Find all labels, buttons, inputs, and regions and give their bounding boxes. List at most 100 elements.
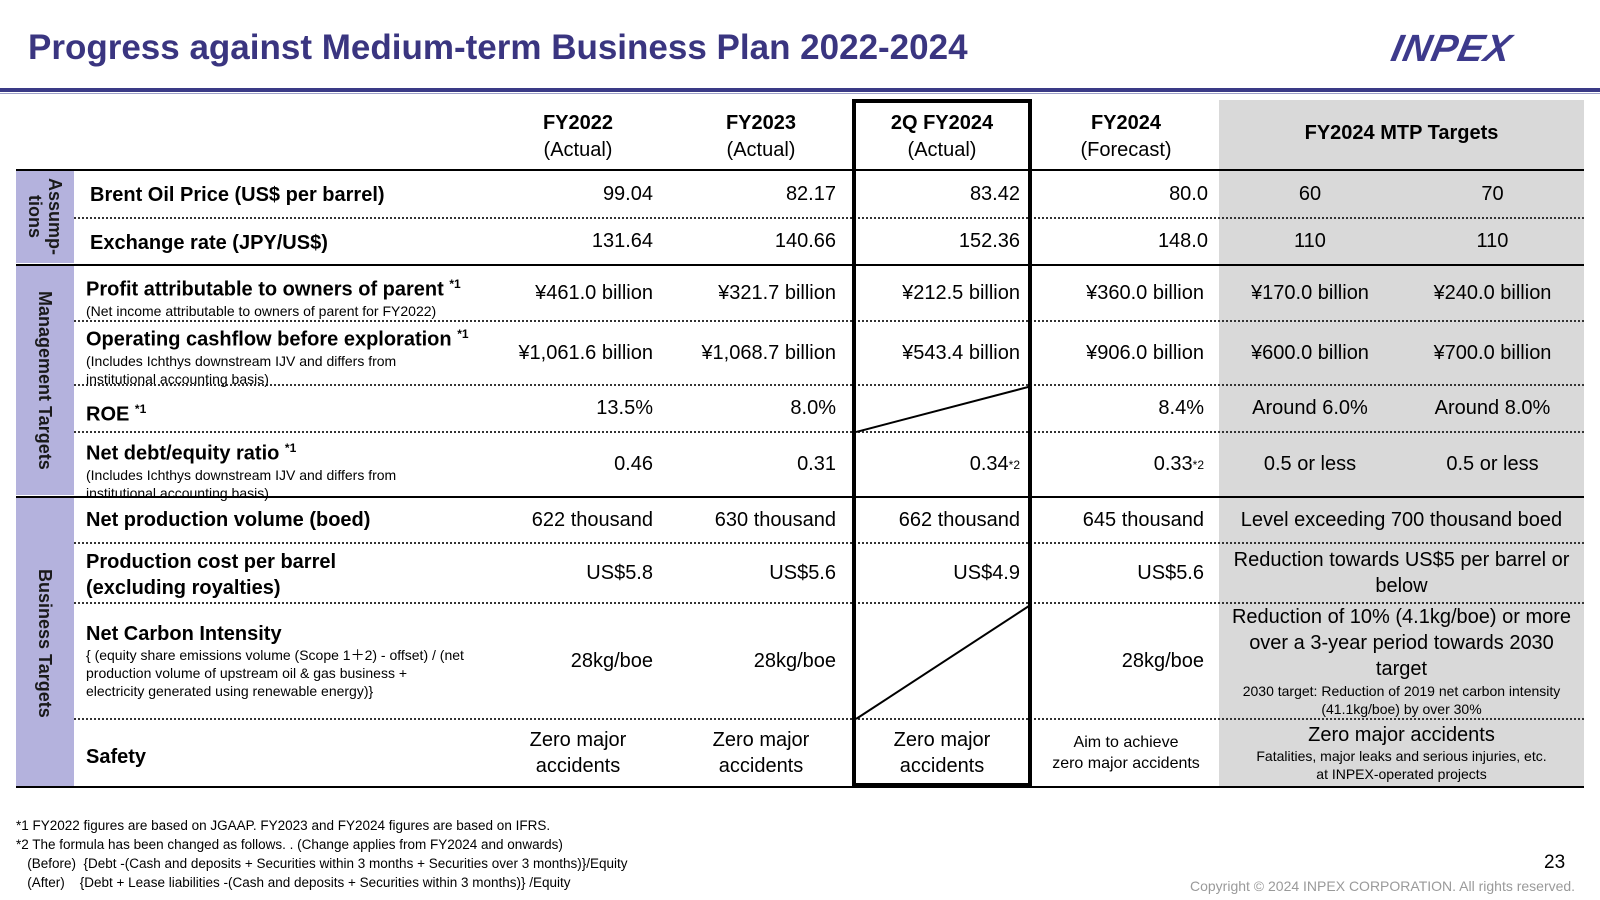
- current-period-highlight: [852, 99, 1032, 787]
- brent-fy2024: 80.0: [1169, 182, 1208, 205]
- production-fy2023: 630 thousand: [714, 508, 836, 531]
- group-management-targets: Management Targets: [16, 266, 74, 495]
- nde-target-1: 0.5 or less: [1263, 453, 1357, 475]
- ocf-target-1: ¥600.0 billion: [1251, 341, 1369, 364]
- ocf-fy2022: ¥1,061.6 billion: [518, 341, 653, 364]
- production-2q-fy2024: 662 thousand: [898, 508, 1020, 531]
- carbon-2q-not-applicable-slash: [856, 603, 1032, 720]
- rule-dotted: [74, 384, 1584, 386]
- ocf-2q-fy2024: ¥543.4 billion: [902, 341, 1020, 364]
- header-fy2022: FY2022 (Actual): [542, 112, 614, 161]
- rule-dotted: [74, 217, 1584, 219]
- targets-background: [1219, 100, 1584, 786]
- header-2q-fy2024: 2Q FY2024 (Actual): [890, 112, 994, 161]
- brent-fy2023: 82.17: [785, 182, 836, 205]
- group-assumptions-label: Assump- tions: [25, 178, 65, 256]
- roe-2q-not-applicable-slash: [856, 385, 1032, 433]
- carbon-target: Reduction of 10% (4.1kg/boe) or more ove…: [1231, 606, 1572, 717]
- profit-target-2: ¥240.0 billion: [1433, 281, 1552, 304]
- ocf-target-2: ¥700.0 billion: [1433, 341, 1552, 364]
- cost-fy2023: US$5.6: [769, 561, 836, 584]
- brent-target-2: 70: [1481, 182, 1504, 205]
- safety-target: Zero major accidents Fatalities, major l…: [1256, 724, 1547, 782]
- page-number: 23: [1544, 852, 1566, 873]
- fx-fy2022: 131.64: [591, 230, 653, 252]
- group-assumptions: Assump- tions: [16, 171, 74, 263]
- carbon-fy2023: 28kg/boe: [753, 649, 836, 672]
- roe-fy2024: 8.4%: [1158, 397, 1204, 419]
- cost-fy2022: US$5.8: [586, 561, 653, 584]
- fx-target-1: 110: [1294, 230, 1326, 252]
- profit-target-1: ¥170.0 billion: [1251, 281, 1369, 304]
- row-fx-label: Exchange rate (JPY/US$): [90, 232, 328, 254]
- rule-dotted: [74, 718, 1584, 720]
- production-fy2022: 622 thousand: [531, 508, 653, 531]
- footnote-before: (Before) {Debt -(Cash and deposits + Sec…: [16, 856, 628, 871]
- fx-fy2023: 140.66: [774, 230, 836, 252]
- safety-2q-fy2024: Zero major accidents: [893, 729, 991, 777]
- rule-dotted: [74, 320, 1584, 322]
- rule-dotted: [74, 431, 1584, 433]
- brent-target-1: 60: [1298, 182, 1322, 205]
- header-fy2023: FY2023 (Actual): [725, 112, 797, 161]
- row-profit-label: Profit attributable to owners of parent …: [86, 277, 461, 319]
- production-target: Level exceeding 700 thousand boed: [1240, 508, 1563, 531]
- title-divider-thin: [0, 93, 1600, 94]
- ocf-fy2024: ¥906.0 billion: [1086, 341, 1204, 364]
- roe-fy2023: 8.0%: [790, 397, 836, 419]
- row-carbon-label: Net Carbon Intensity { (equity share emi…: [86, 623, 464, 699]
- header-mtp-targets: FY2024 MTP Targets: [1304, 122, 1499, 144]
- rule-group: [16, 264, 1584, 266]
- inpex-logo: INPEX: [1387, 28, 1516, 70]
- roe-target-1: Around 6.0%: [1252, 397, 1368, 419]
- fx-fy2024: 148.0: [1157, 230, 1208, 252]
- nde-target-2: 0.5 or less: [1446, 453, 1539, 475]
- brent-2q-fy2024: 83.42: [969, 182, 1020, 205]
- group-business-label: Business Targets: [35, 568, 55, 718]
- brent-fy2022: 99.04: [602, 182, 653, 205]
- nde-fy2024: 0.33 *2: [1153, 453, 1204, 475]
- fx-2q-fy2024: 152.36: [958, 230, 1020, 252]
- title-divider: [0, 88, 1600, 92]
- footnote-2: *2 The formula has been changed as follo…: [16, 837, 563, 852]
- rule-header: [16, 169, 1584, 171]
- cost-2q-fy2024: US$4.9: [953, 561, 1020, 584]
- row-ocf-label: Operating cashflow before exploration *1…: [86, 327, 469, 387]
- safety-fy2023: Zero major accidents: [712, 729, 810, 777]
- row-production-label: Net production volume (boed): [86, 509, 371, 531]
- group-business-targets: Business Targets: [16, 498, 74, 788]
- roe-target-2: Around 8.0%: [1434, 397, 1551, 419]
- rule-dotted: [74, 542, 1584, 544]
- row-brent-label: Brent Oil Price (US$ per barrel): [90, 184, 385, 206]
- row-nde-label: Net debt/equity ratio *1 (Includes Ichth…: [86, 441, 397, 501]
- header-fy2024-forecast: FY2024 (Forecast): [1080, 112, 1172, 161]
- ocf-fy2023: ¥1,068.7 billion: [701, 341, 836, 364]
- nde-2q-fy2024: 0.34 *2: [969, 453, 1020, 475]
- safety-fy2022: Zero major accidents: [529, 729, 627, 777]
- rule-dotted: [74, 602, 1584, 604]
- footnote-after: (After) {Debt + Lease liabilities -(Cash…: [16, 875, 571, 890]
- row-safety-label: Safety: [86, 746, 147, 768]
- rule-bottom: [16, 786, 1584, 788]
- page-title: Progress against Medium-term Business Pl…: [28, 28, 968, 67]
- row-cost-label: Production cost per barrel (excluding roy…: [86, 551, 337, 599]
- carbon-fy2022: 28kg/boe: [570, 649, 653, 672]
- rule-group: [16, 496, 1584, 498]
- footnote-1: *1 FY2022 figures are based on JGAAP. FY…: [16, 818, 551, 833]
- production-fy2024: 645 thousand: [1082, 508, 1204, 531]
- profit-fy2023: ¥321.7 billion: [718, 281, 836, 304]
- profit-fy2024: ¥360.0 billion: [1086, 281, 1204, 304]
- roe-fy2022: 13.5%: [596, 397, 653, 419]
- profit-fy2022: ¥461.0 billion: [535, 281, 653, 304]
- cost-target: Reduction towards US$5 per barrel or belo…: [1233, 549, 1570, 597]
- row-roe-label: ROE *1: [86, 402, 147, 426]
- copyright: Copyright © 2024 INPEX CORPORATION. All …: [1190, 878, 1576, 894]
- carbon-fy2024: 28kg/boe: [1121, 649, 1204, 672]
- safety-fy2024: Aim to achieve zero major accidents: [1052, 734, 1200, 772]
- cost-fy2024: US$5.6: [1137, 561, 1204, 584]
- group-management-label: Management Targets: [35, 291, 55, 470]
- profit-2q-fy2024: ¥212.5 billion: [902, 281, 1020, 304]
- fx-target-2: 110: [1476, 230, 1509, 252]
- nde-fy2023: 0.31: [797, 453, 836, 475]
- nde-fy2022: 0.46: [614, 453, 653, 475]
